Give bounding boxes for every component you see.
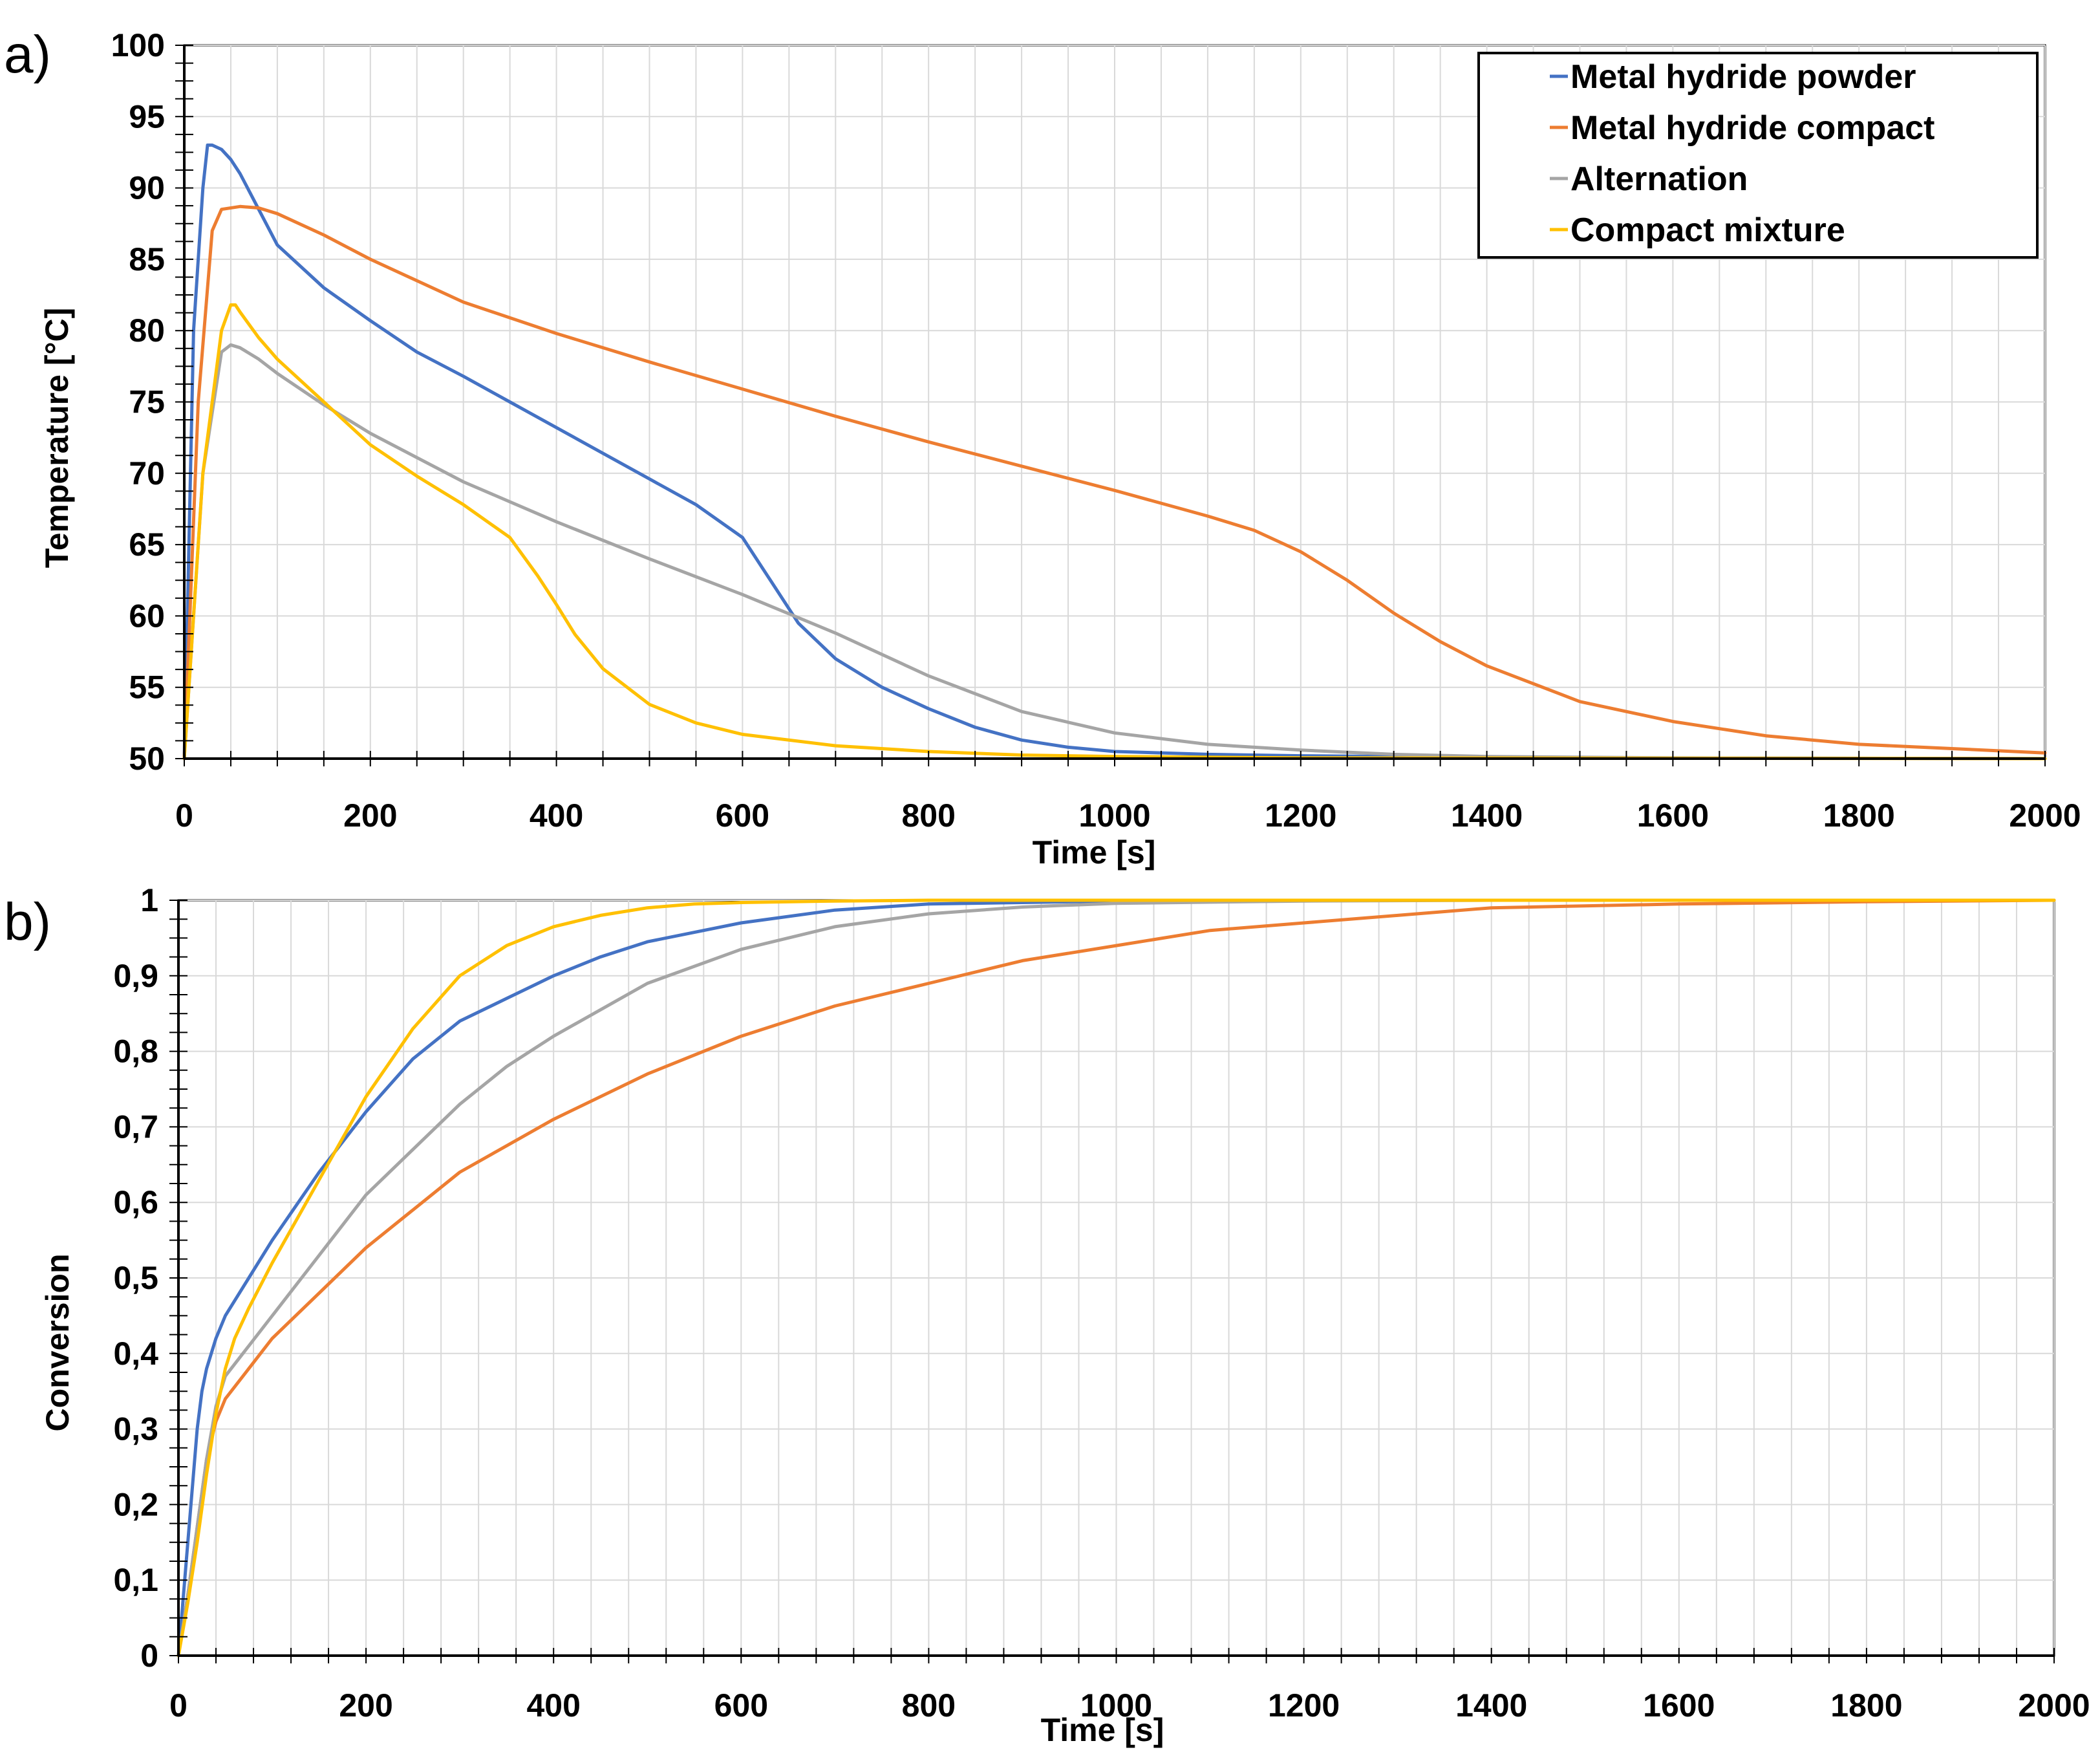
x-tick-label: 400	[530, 797, 583, 834]
x-tick-label: 1600	[1637, 797, 1709, 834]
x-tick-label: 800	[902, 1687, 956, 1724]
y-tick-label: 95	[129, 98, 165, 135]
x-tick-label: 1800	[1823, 797, 1895, 834]
x-axis-title-a: Time [s]	[1033, 834, 1156, 871]
x-tick-label: 1600	[1643, 1687, 1715, 1724]
y-tick-label: 100	[111, 27, 165, 63]
y-axis-title-a: Temperature [°C]	[39, 308, 75, 568]
x-tick-label: 200	[343, 797, 397, 834]
series-alternation	[182, 343, 2047, 761]
legend-entry: Metal hydride powder	[1570, 58, 1916, 96]
y-tick-label: 85	[129, 241, 165, 277]
legend-entry: Metal hydride compact	[1570, 109, 1934, 147]
x-tick-label: 1200	[1265, 797, 1336, 834]
x-tick-label: 1400	[1455, 1687, 1527, 1724]
y-tick-label: 50	[129, 741, 165, 777]
y-tick-label: 75	[129, 384, 165, 420]
y-tick-label: 90	[129, 170, 165, 206]
y-tick-label: 0,4	[113, 1336, 158, 1372]
legend-entry: Compact mixture	[1570, 211, 1845, 249]
y-tick-label: 65	[129, 526, 165, 563]
y-tick-label: 80	[129, 312, 165, 349]
x-tick-label: 1800	[1830, 1687, 1902, 1724]
series-compact-mixture	[182, 303, 2047, 761]
series-metal-hydride-compact	[182, 204, 2047, 761]
y-tick-label: 55	[129, 669, 165, 706]
y-tick-label: 0,6	[113, 1184, 158, 1220]
x-tick-label: 2000	[2018, 1687, 2090, 1724]
x-tick-label: 1000	[1080, 1687, 1152, 1724]
x-tick-label: 1000	[1078, 797, 1150, 834]
y-tick-label: 0,5	[113, 1260, 158, 1296]
y-tick-label: 0,1	[113, 1562, 158, 1598]
series-metal-hydride-compact	[177, 898, 2056, 1658]
x-axis-title-b: Time [s]	[1041, 1712, 1164, 1748]
series-compact-mixture	[177, 898, 2056, 1658]
x-tick-label: 400	[526, 1687, 580, 1724]
series-metal-hydride-powder	[177, 898, 2056, 1658]
y-tick-label: 0	[140, 1638, 158, 1674]
y-tick-label: 60	[129, 598, 165, 634]
y-tick-label: 0,9	[113, 958, 158, 994]
x-tick-label: 0	[169, 1687, 188, 1724]
y-tick-label: 0,2	[113, 1486, 158, 1522]
y-tick-label: 0,8	[113, 1033, 158, 1070]
y-tick-label: 0,3	[113, 1411, 158, 1447]
legend-entry: Alternation	[1570, 160, 1748, 198]
x-tick-label: 1400	[1451, 797, 1523, 834]
x-tick-label: 0	[175, 797, 193, 834]
x-tick-label: 2000	[2009, 797, 2081, 834]
conversion-chart: b) 0 200 400 600 800 1000 1200 1400 1600 1800 2000…	[4, 882, 2090, 1748]
x-tick-label: 800	[901, 797, 955, 834]
y-tick-label: 1	[140, 882, 158, 918]
temperature-chart: a) 0 200 400 600 800 1000 1200 1400 1600 1800 2000…	[4, 25, 2081, 871]
x-tick-label: 600	[716, 797, 769, 834]
panel-a-label: a)	[4, 25, 51, 84]
x-tick-label: 600	[714, 1687, 768, 1724]
x-tick-label: 200	[339, 1687, 392, 1724]
series-metal-hydride-powder	[182, 143, 2047, 761]
y-tick-label: 0,7	[113, 1109, 158, 1145]
y-axis-title-b: Conversion	[39, 1253, 76, 1431]
legend-box	[1477, 52, 2039, 259]
panel-b-label: b)	[4, 892, 51, 951]
legend: Metal hydride powder Metal hydride compac…	[1477, 52, 2039, 259]
y-tick-label: 70	[129, 455, 165, 492]
x-tick-label: 1200	[1268, 1687, 1340, 1724]
